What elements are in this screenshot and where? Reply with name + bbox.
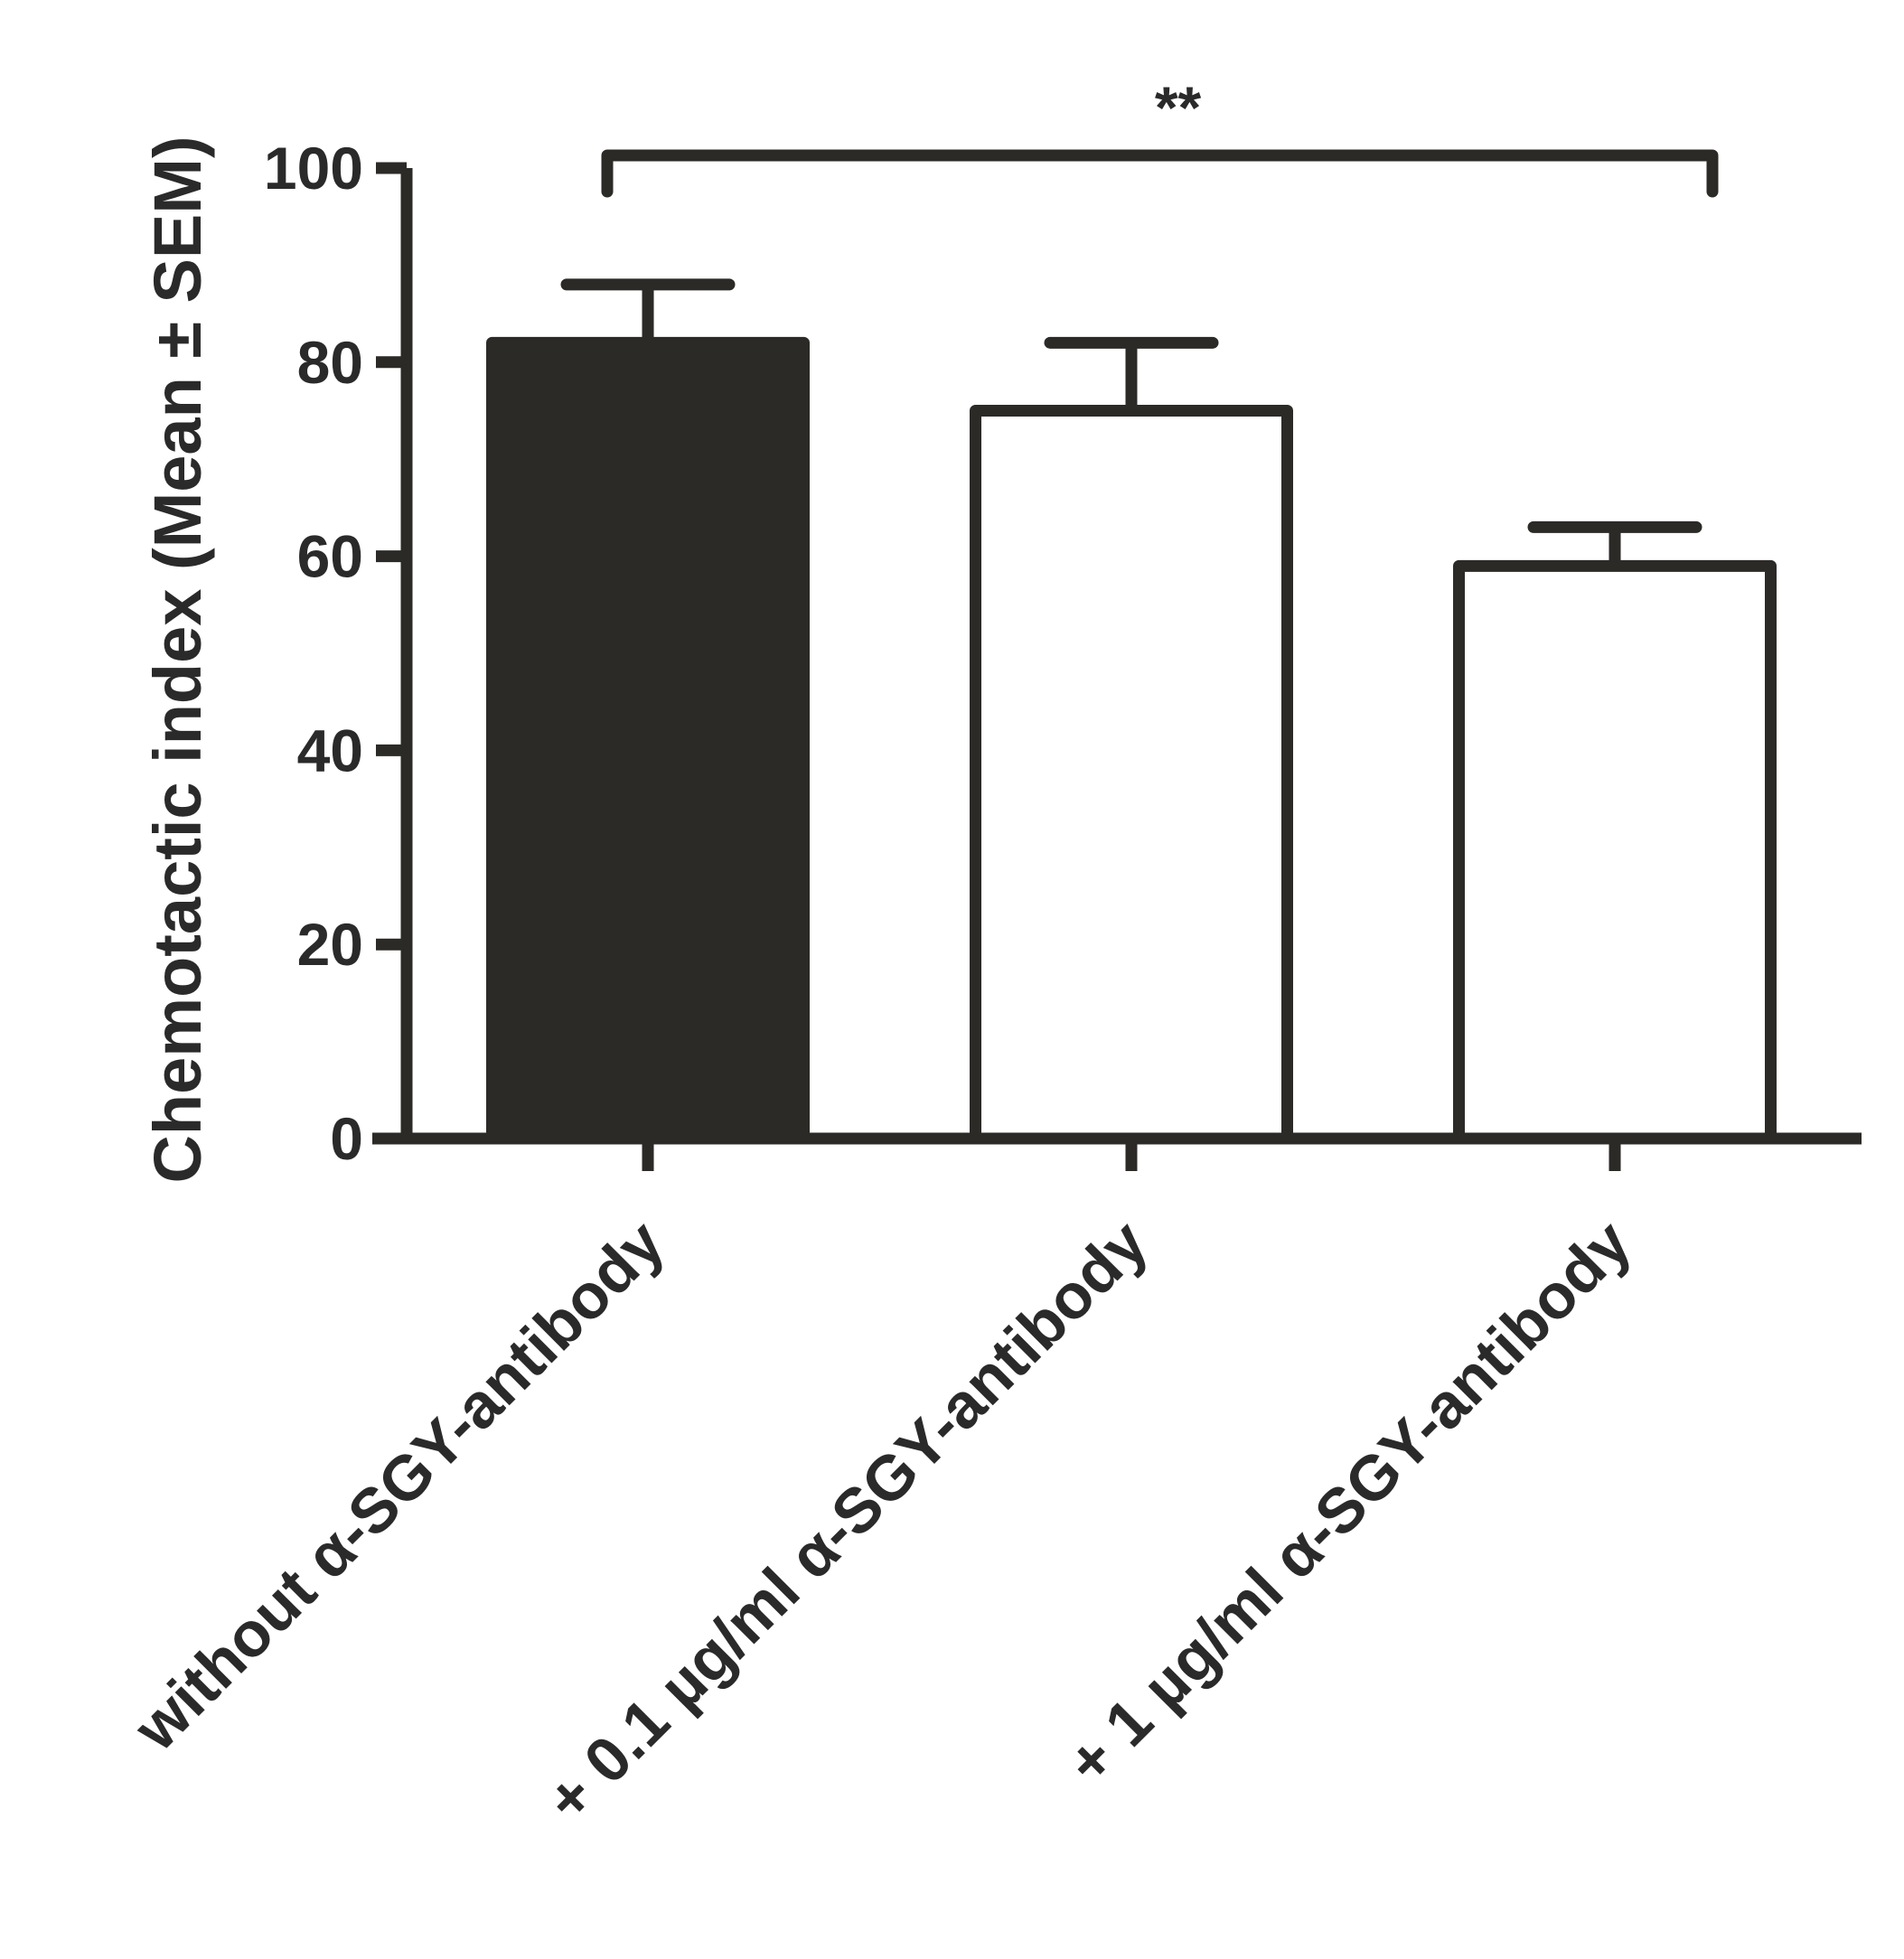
y-tick-label: 40 bbox=[297, 717, 363, 783]
y-tick-label: 0 bbox=[330, 1105, 363, 1172]
y-axis-title: Chemotactic index (Mean ± SEM) bbox=[140, 136, 215, 1183]
y-tick-label: 60 bbox=[297, 523, 363, 590]
y-tick-label: 100 bbox=[264, 135, 363, 202]
significance-bracket bbox=[601, 149, 1719, 198]
bar bbox=[1453, 559, 1777, 1145]
significance-label: ** bbox=[1155, 74, 1202, 141]
bar bbox=[970, 405, 1293, 1145]
y-tick-label: 20 bbox=[297, 911, 363, 978]
y-tick-label: 80 bbox=[297, 329, 363, 396]
bar bbox=[486, 336, 810, 1145]
x-tick-label: + 1 µg/ml α-SGY-antibody bbox=[1053, 1206, 1645, 1798]
x-tick-label: without α-SGY-antibody bbox=[120, 1206, 678, 1764]
